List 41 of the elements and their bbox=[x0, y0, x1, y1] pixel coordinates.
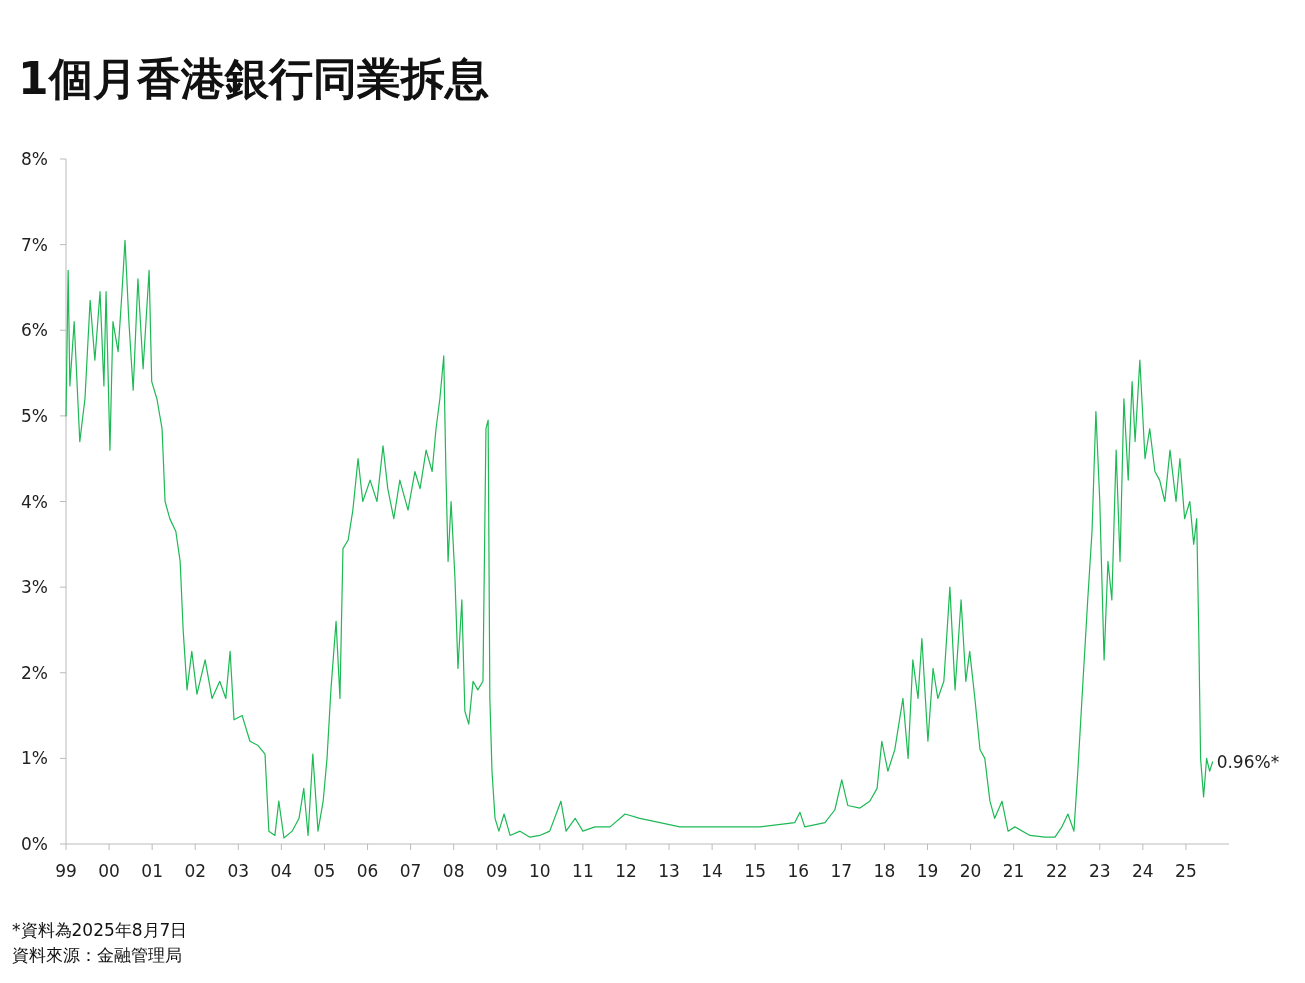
line-series bbox=[65, 239, 1214, 839]
x-tick-label: 05 bbox=[313, 861, 336, 881]
y-tick-label: 5% bbox=[21, 405, 48, 426]
x-tick-label: 20 bbox=[959, 861, 982, 881]
y-tick-label: 0% bbox=[21, 834, 48, 854]
y-tick-label: 3% bbox=[21, 577, 48, 598]
y-tick-label: 6% bbox=[21, 320, 48, 341]
x-tick-label: 24 bbox=[1132, 861, 1154, 881]
x-tick-label: 23 bbox=[1088, 861, 1111, 881]
x-tick-label: 21 bbox=[1002, 861, 1025, 881]
x-tick-label: 09 bbox=[485, 861, 508, 881]
y-tick-label: 1% bbox=[21, 748, 48, 769]
x-tick-label: 99 bbox=[55, 861, 77, 881]
y-tick-label: 2% bbox=[21, 662, 48, 683]
source-note: 資料來源：金融管理局 bbox=[12, 945, 182, 965]
x-tick-label: 11 bbox=[572, 861, 594, 881]
chart-title: 1個月香港銀行同業拆息 bbox=[18, 53, 489, 104]
x-tick-label: 19 bbox=[916, 861, 939, 881]
x-tick-label: 15 bbox=[744, 861, 767, 881]
y-tick-label: 7% bbox=[21, 234, 48, 255]
y-tick-label: 4% bbox=[21, 491, 48, 512]
text: *資料為2025年8月7日 bbox=[12, 920, 188, 940]
x-tick-label: 25 bbox=[1175, 861, 1197, 881]
x-tick-label: 01 bbox=[141, 861, 163, 881]
x-tick-label: 10 bbox=[528, 861, 551, 881]
x-tick-label: 18 bbox=[873, 861, 896, 881]
x-tick-label: 06 bbox=[356, 861, 379, 881]
x-tick-label: 04 bbox=[270, 861, 293, 881]
x-tick-label: 02 bbox=[184, 861, 207, 881]
x-tick-label: 12 bbox=[615, 861, 637, 881]
x-tick-label: 16 bbox=[787, 861, 810, 881]
x-tick-label: 17 bbox=[830, 861, 853, 881]
x-tick-label: 14 bbox=[701, 861, 723, 881]
x-tick-label: 22 bbox=[1045, 861, 1068, 881]
y-tick-label: 8% bbox=[21, 149, 48, 169]
x-tick-label: 13 bbox=[658, 861, 680, 881]
x-tick-label: 03 bbox=[227, 861, 250, 881]
x-tick-label: 00 bbox=[98, 861, 120, 881]
x-tick-label: 07 bbox=[399, 861, 422, 881]
x-tick-label: 08 bbox=[442, 861, 465, 881]
annotation: 0.96%* bbox=[1216, 751, 1280, 772]
